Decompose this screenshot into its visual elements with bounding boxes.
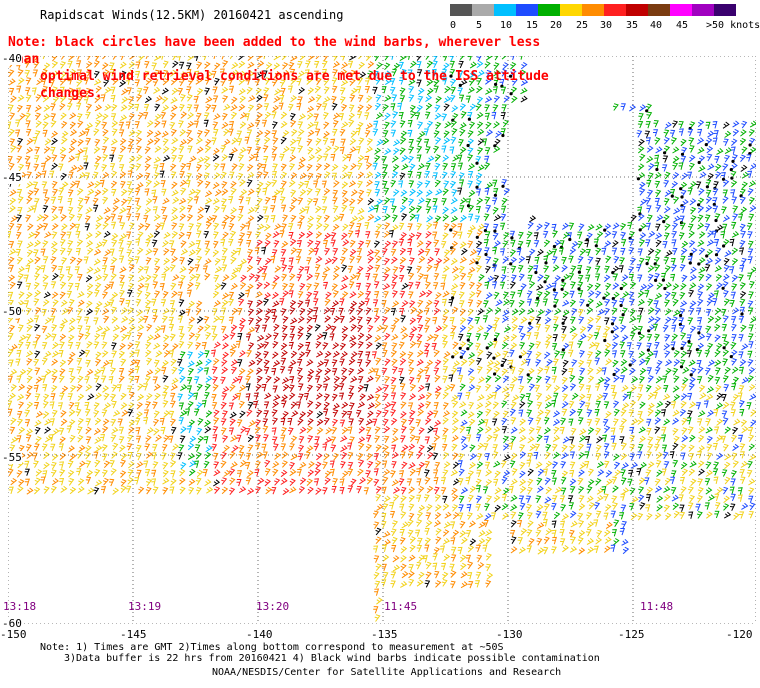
footer-notes: Note: 1) Times are GMT 2)Times along bot…	[40, 642, 600, 664]
legend-tick-40: 40	[650, 20, 663, 31]
wind-speed-legend: 0 5 10 15 20 25 30 35 40 45 >50 knots	[450, 4, 760, 34]
legend-swatch-8	[626, 4, 648, 16]
legend-tick-20: 20	[550, 20, 563, 31]
lat-label-50: -50	[2, 305, 22, 318]
wind-barb-map	[8, 56, 756, 624]
lon-label-140: -140	[246, 628, 273, 641]
time-label-1319: 13:19	[128, 600, 162, 613]
legend-swatch-11	[692, 4, 714, 16]
wind-barb-plot	[8, 56, 756, 624]
legend-swatch-2	[494, 4, 516, 16]
graticule	[8, 56, 756, 624]
lon-label-150: -150	[0, 628, 27, 641]
legend-color-bar	[450, 4, 736, 16]
legend-swatch-4	[538, 4, 560, 16]
time-label-1318: 13:18	[3, 600, 37, 613]
legend-swatch-10	[670, 4, 692, 16]
legend-swatch-3	[516, 4, 538, 16]
legend-swatch-5	[560, 4, 582, 16]
footer-note-line-2: 3)Data buffer is 22 hrs from 20160421 4)…	[64, 653, 600, 664]
legend-swatch-7	[604, 4, 626, 16]
legend-swatch-12	[714, 4, 736, 16]
attitude-note-line-2: optimal wind retrieval conditions are me…	[40, 69, 549, 101]
lon-label-125: -125	[618, 628, 645, 641]
time-label-1320: 13:20	[256, 600, 290, 613]
legend-tick-35: 35	[626, 20, 639, 31]
legend-swatch-1	[472, 4, 494, 16]
legend-unit-label: >50 knots	[706, 20, 760, 31]
footer-note-line-1: Note: 1) Times are GMT 2)Times along bot…	[40, 642, 504, 653]
legend-swatch-6	[582, 4, 604, 16]
lon-label-130: -130	[496, 628, 523, 641]
legend-swatch-9	[648, 4, 670, 16]
legend-tick-30: 30	[600, 20, 613, 31]
legend-tick-45: 45	[676, 20, 689, 31]
attitude-note: Note: black circles have been added to t…	[8, 34, 568, 102]
lon-label-120: -120	[726, 628, 753, 641]
attitude-note-line-1: Note: black circles have been added to t…	[8, 35, 541, 67]
lat-label-40: -40	[2, 52, 22, 65]
lat-label-45: -45	[2, 171, 22, 184]
legend-tick-10: 10	[500, 20, 513, 31]
lon-label-145: -145	[120, 628, 147, 641]
legend-tick-25: 25	[576, 20, 589, 31]
lon-label-135: -135	[371, 628, 398, 641]
legend-tick-0: 0	[450, 20, 457, 31]
legend-tick-15: 15	[526, 20, 539, 31]
map-title: Rapidscat Winds(12.5KM) 20160421 ascendi…	[40, 8, 344, 22]
legend-swatch-0	[450, 4, 472, 16]
lat-label-60: -60	[2, 617, 22, 630]
credit-line: NOAA/NESDIS/Center for Satellite Applica…	[212, 667, 562, 678]
time-label-1148: 11:48	[640, 600, 674, 613]
wind-barbs	[8, 56, 756, 622]
lat-label-55: -55	[2, 451, 22, 464]
time-label-1145: 11:45	[384, 600, 418, 613]
legend-labels: 0 5 10 15 20 25 30 35 40 45 >50 knots	[450, 20, 760, 34]
legend-tick-5: 5	[476, 20, 483, 31]
